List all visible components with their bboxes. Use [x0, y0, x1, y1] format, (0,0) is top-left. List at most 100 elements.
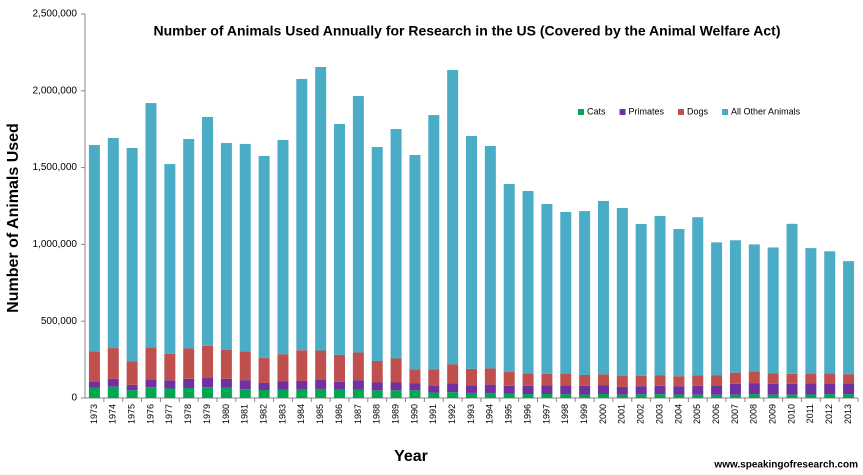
bar-segment — [522, 385, 534, 395]
bar-segment — [729, 240, 741, 373]
bar-segment — [748, 383, 760, 395]
bar-segment — [729, 383, 741, 395]
bar-segment — [126, 384, 138, 391]
bar-segment — [522, 394, 534, 398]
bar-segment — [126, 147, 138, 362]
bar-segment — [805, 373, 817, 384]
bar-segment — [748, 244, 760, 372]
x-tick-label: 1982 — [258, 404, 268, 424]
bar-segment — [352, 352, 364, 381]
bar-segment — [692, 375, 704, 386]
x-tick-label: 1979 — [202, 404, 212, 424]
bar-segment — [202, 378, 214, 388]
bar-segment — [503, 184, 515, 373]
bar-segment — [239, 351, 251, 381]
bar-segment — [371, 390, 383, 398]
bar-segment — [673, 376, 685, 387]
bar-segment — [579, 394, 591, 398]
bar-segment — [107, 348, 119, 379]
bar-segment — [428, 392, 440, 398]
bar-segment — [579, 385, 591, 395]
bar-segment — [315, 380, 327, 389]
bar-segment — [616, 386, 628, 395]
bar-segment — [484, 145, 496, 369]
bar-segment — [673, 386, 685, 395]
bar-segment — [541, 373, 553, 386]
bar-segment — [145, 103, 157, 348]
bar-segment — [805, 383, 817, 395]
legend-label: Primates — [629, 106, 665, 116]
bar-segment — [466, 385, 477, 393]
x-tick-label: 2003 — [654, 404, 664, 424]
y-tick-label: 0 — [71, 393, 77, 404]
bar-segment — [220, 378, 232, 388]
bar-segment — [315, 66, 327, 351]
x-tick-label: 1978 — [183, 404, 193, 424]
bar-segment — [296, 350, 308, 381]
bar-segment — [315, 350, 327, 381]
bar-segment — [352, 96, 364, 353]
bar-segment — [371, 147, 383, 361]
bar-segment — [503, 393, 515, 398]
bar-segment — [711, 394, 723, 398]
x-tick-label: 2002 — [636, 404, 646, 424]
bar-segment — [767, 383, 779, 395]
bar-segment — [277, 381, 289, 390]
bar-segment — [296, 380, 308, 390]
bar-segment — [805, 394, 817, 398]
x-tick-label: 1974 — [108, 404, 118, 424]
bar-segment — [202, 345, 214, 379]
x-tick-label: 1998 — [560, 404, 570, 424]
bar-segment — [786, 373, 798, 384]
bar-segment — [447, 364, 459, 384]
bar-segment — [484, 368, 496, 385]
x-tick-label: 2001 — [617, 404, 627, 424]
bar-segment — [711, 375, 723, 386]
bar-segment — [145, 347, 157, 380]
x-tick-label: 1994 — [485, 404, 495, 424]
bar-segment — [654, 375, 666, 386]
bar-segment — [334, 381, 346, 390]
legend-label: Cats — [587, 106, 606, 116]
x-tick-label: 1984 — [296, 404, 306, 424]
y-tick-label: 500,000 — [41, 316, 78, 327]
bar-segment — [635, 375, 647, 387]
y-tick-label: 2,000,000 — [33, 85, 78, 96]
bar-segment — [164, 388, 176, 398]
legend-swatch — [722, 109, 729, 115]
bar-segment — [428, 115, 440, 370]
bar-segment — [183, 139, 195, 349]
x-tick-label: 2004 — [673, 404, 683, 424]
bar-segment — [277, 389, 289, 398]
x-tick-label: 1995 — [504, 404, 514, 424]
bar-segment — [258, 382, 270, 391]
x-tick-label: 2000 — [598, 404, 608, 424]
bar-segment — [767, 394, 779, 398]
y-tick-label: 1,500,000 — [33, 162, 78, 173]
bar-segment — [277, 354, 289, 382]
x-tick-label: 1981 — [240, 404, 250, 424]
bar-segment — [635, 394, 647, 398]
bar-segment — [296, 78, 308, 351]
bar-segment — [409, 369, 421, 384]
bar-segment — [390, 358, 402, 383]
bar-segment — [409, 383, 421, 391]
bar-segment — [635, 386, 647, 395]
y-tick-label: 2,500,000 — [33, 9, 78, 20]
bar-segment — [466, 135, 477, 369]
bar-segment — [390, 382, 402, 391]
bar-segment — [88, 387, 100, 398]
bar-segment — [824, 383, 836, 395]
bar-segment — [767, 373, 779, 384]
bar-segment — [843, 383, 855, 395]
bar-segment — [654, 385, 666, 395]
bar-segment — [428, 369, 440, 387]
bar-segment — [334, 389, 346, 398]
bar-segment — [824, 394, 836, 398]
bar-segment — [164, 380, 176, 389]
bar-segment — [315, 388, 327, 398]
x-tick-label: 2012 — [824, 404, 834, 424]
x-tick-label: 1983 — [277, 404, 287, 424]
bar-segment — [805, 248, 817, 374]
